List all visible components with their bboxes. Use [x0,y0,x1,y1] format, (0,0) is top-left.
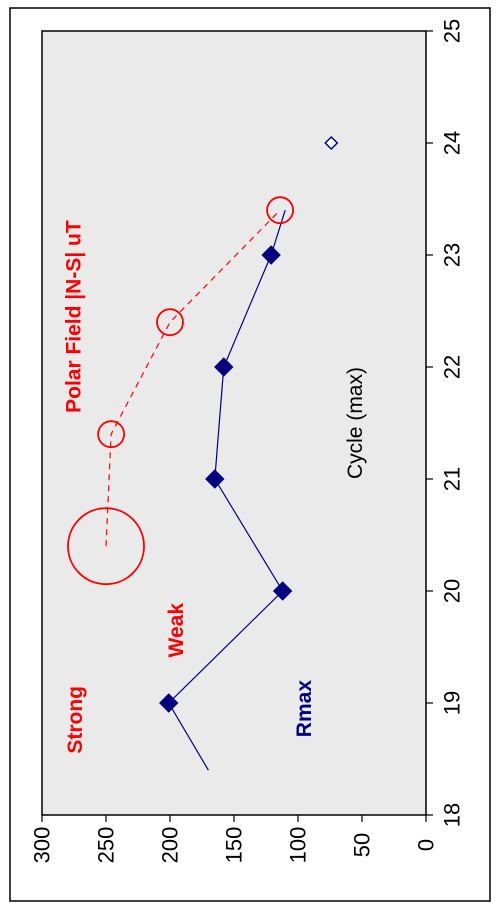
polar-field-series-line [105,209,281,547]
polar-field-point [266,196,294,225]
rmax-point [214,357,234,377]
polar-field-point [67,507,145,586]
x-tick-label: 25 [440,19,465,43]
annotation-strong: Strong [64,686,87,754]
y-tick-label: 0 [414,839,439,851]
rmax-point [159,693,179,713]
y-tick-label: 250 [94,827,119,864]
rmax-point [261,245,281,265]
annotation-rmax: Rmax [293,680,316,738]
x-tick-label: 21 [440,467,465,491]
y-tick-label: 300 [30,827,55,864]
series-layer [67,135,339,771]
y-tick-label: 200 [158,827,183,864]
polar-field-point [97,420,126,449]
rmax-point [272,581,293,601]
rmax-point [205,469,225,489]
annotation-weak: Weak [165,603,188,658]
x-axis-label: Cycle (max) [344,367,367,479]
annotation-polar-field: Polar Field |N-S| uT [63,220,86,413]
x-tick-label: 18 [440,803,465,827]
x-tick-label: 19 [440,691,465,715]
plot-area [41,30,427,816]
rmax-predicted-point [324,135,339,151]
x-tick-label: 23 [440,243,465,267]
x-tick-label: 24 [440,131,465,155]
polar-field-point [156,308,184,337]
x-tick-label: 22 [440,355,465,379]
x-tick-label: 20 [440,579,465,603]
y-tick-label: 150 [222,827,247,864]
y-tick-label: 100 [286,827,311,864]
y-tick-label: 50 [350,833,375,857]
